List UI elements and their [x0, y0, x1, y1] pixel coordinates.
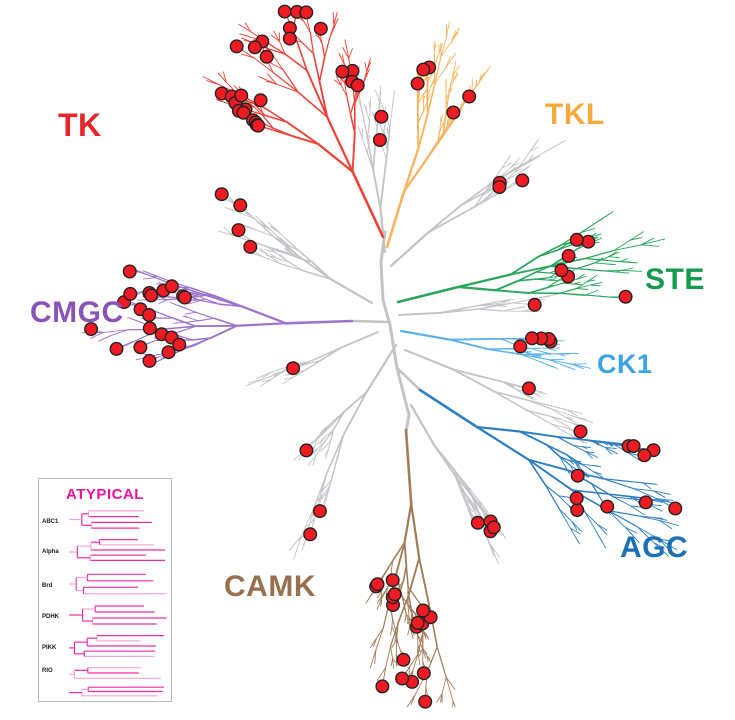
family-label-tkl: TKL: [545, 98, 605, 131]
atypical-group-label-pikk: PIKK: [42, 645, 57, 651]
atypical-group-label-pdhk: PDHK: [42, 614, 60, 620]
atypical-title: ATYPICAL: [66, 486, 144, 503]
atypical-group-label-alpha: Alpha: [42, 549, 59, 555]
atypical-dendrogram: [69, 510, 167, 697]
family-label-ste: STE: [645, 263, 705, 296]
family-label-cmgc: CMGC: [30, 296, 124, 329]
family-label-ck1: CK1: [597, 349, 653, 379]
atypical-group-label-rio: RIO: [42, 668, 53, 674]
atypical-group-label-brd: Brd: [42, 583, 53, 589]
atypical-group-label-abc1: ABC1: [42, 519, 59, 525]
family-label-tk: TK: [58, 107, 102, 143]
atypical-panel: ATYPICAL ABC1 Alpha Brd PDHK PIKK RIO: [38, 478, 172, 702]
family-label-camk: CAMK: [224, 570, 316, 603]
family-label-agc: AGC: [620, 531, 689, 564]
